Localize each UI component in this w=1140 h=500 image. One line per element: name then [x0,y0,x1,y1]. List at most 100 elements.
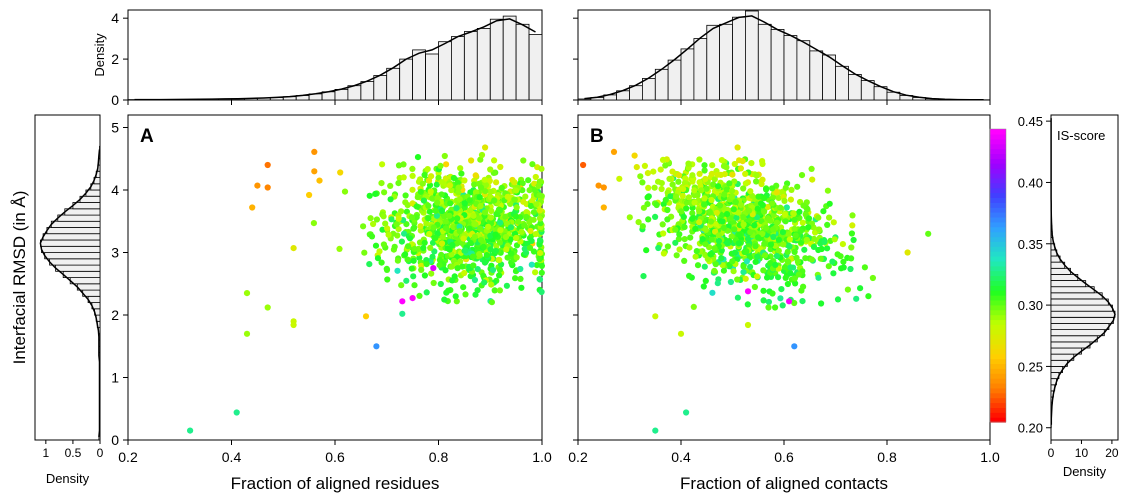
data-point [538,165,545,172]
data-point [685,194,693,201]
colorbar-segment [990,412,1006,418]
data-point [850,236,857,244]
data-point [450,174,457,182]
data-point [786,236,793,243]
data-point [502,213,509,220]
histogram-bar [55,264,101,272]
histogram-bar [334,89,349,101]
data-point-highlight [306,191,313,199]
data-point [518,228,525,235]
data-point [402,251,409,258]
data-point [391,243,398,250]
data-point [493,179,500,186]
right-hist-x-tick-label: 10 [1075,446,1089,460]
data-point [535,183,542,190]
data-point [737,201,744,208]
data-point [461,177,468,184]
histogram-bar [1050,298,1109,306]
data-point-highlight [791,343,798,350]
data-point [436,256,443,264]
data-point [719,211,726,219]
data-point [430,224,437,231]
colorbar-segment [990,251,1006,257]
data-point [438,191,445,198]
data-point [861,264,869,271]
data-point [538,262,546,269]
data-point [410,257,417,264]
density-curve [134,18,536,101]
data-point [788,186,795,193]
data-point [830,219,837,226]
data-point [716,202,724,209]
data-point [826,200,833,207]
data-point [672,193,680,200]
data-point [489,266,497,274]
data-point [840,258,847,265]
histogram-bar [1050,353,1075,361]
data-point [411,245,418,252]
data-point [380,241,387,248]
data-point [368,233,376,240]
data-point [755,234,762,241]
histogram-bar [1050,310,1116,318]
data-point [775,274,782,281]
data-point [529,197,536,205]
colorbar-segment [990,270,1006,277]
data-point [527,227,534,235]
data-point [395,215,402,222]
data-point [366,192,373,199]
data-point [781,197,788,204]
data-point [787,196,795,203]
data-point-highlight [610,148,618,155]
data-point [497,227,504,234]
histogram-bar [40,239,101,247]
data-point-highlight [316,177,323,184]
colorbar-segment [990,143,1006,150]
data-point [511,179,518,186]
histogram-bar [1050,304,1113,312]
scatter-panel-a-y-tick-label: 0 [111,432,119,448]
data-point [433,212,440,219]
data-point [778,286,785,293]
colorbar-segment [990,158,1006,164]
data-point [474,266,481,273]
data-point [485,223,492,230]
data-point-highlight [290,245,297,252]
data-point [754,205,761,212]
data-point [438,207,445,215]
data-point [472,172,479,179]
data-point [472,189,480,196]
histogram-bar [412,49,426,101]
data-point [743,248,750,255]
data-point-highlight [430,265,437,272]
data-point [448,251,455,258]
data-point [686,244,693,251]
scatter-panel-a-x-tick-label: 0.2 [118,449,138,465]
data-point-highlight [233,409,240,416]
scatter-panel-b-x-tick-label: 1.0 [980,449,1000,465]
scatter-panel-b-x-tick-label: 0.2 [568,449,588,465]
data-point [848,255,855,262]
data-point [655,244,662,252]
data-point [847,265,854,273]
colorbar-segment [990,246,1006,252]
data-point-highlight [482,144,489,151]
data-point [816,226,823,233]
colorbar-tick-label: 0.35 [1018,237,1043,252]
colorbar-segment [990,304,1006,311]
data-point [426,208,433,215]
data-point [803,236,811,243]
data-point [673,252,680,259]
data-point [438,179,445,186]
scatter-panel-a: 0.2 0.4 0.6 0.8 1.0 0 1 2 3 4 5 A Fraction of aligne… [10,114,552,493]
data-point [651,184,658,191]
data-point [745,235,752,243]
histogram-bar [1050,341,1091,349]
data-point [478,184,485,191]
histogram-bar [1050,273,1079,281]
data-point [491,197,498,204]
data-point [782,218,789,225]
data-point [486,177,493,185]
data-point [742,275,749,282]
data-point [380,213,387,220]
